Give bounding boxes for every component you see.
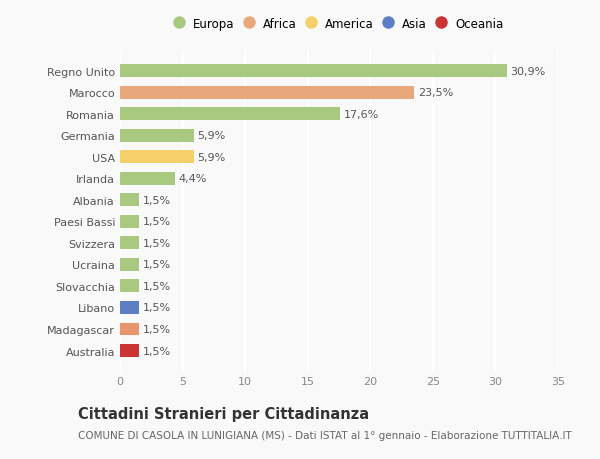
Bar — [120, 323, 139, 336]
Text: 1,5%: 1,5% — [143, 346, 170, 356]
Legend: Europa, Africa, America, Asia, Oceania: Europa, Africa, America, Asia, Oceania — [175, 18, 503, 31]
Bar — [120, 194, 139, 207]
Bar — [120, 108, 340, 121]
Bar — [120, 173, 175, 185]
Text: 17,6%: 17,6% — [344, 110, 379, 119]
Bar — [120, 344, 139, 357]
Bar — [120, 151, 194, 164]
Text: 1,5%: 1,5% — [143, 303, 170, 313]
Text: 1,5%: 1,5% — [143, 217, 170, 227]
Text: 1,5%: 1,5% — [143, 238, 170, 248]
Text: 23,5%: 23,5% — [418, 88, 453, 98]
Text: COMUNE DI CASOLA IN LUNIGIANA (MS) - Dati ISTAT al 1° gennaio - Elaborazione TUT: COMUNE DI CASOLA IN LUNIGIANA (MS) - Dat… — [78, 431, 572, 440]
Bar — [120, 280, 139, 293]
Text: 1,5%: 1,5% — [143, 281, 170, 291]
Bar — [120, 129, 194, 142]
Bar — [120, 258, 139, 271]
Text: 1,5%: 1,5% — [143, 324, 170, 334]
Text: 5,9%: 5,9% — [197, 131, 226, 141]
Text: 1,5%: 1,5% — [143, 260, 170, 270]
Text: 1,5%: 1,5% — [143, 196, 170, 205]
Bar — [120, 215, 139, 228]
Bar — [120, 302, 139, 314]
Text: Cittadini Stranieri per Cittadinanza: Cittadini Stranieri per Cittadinanza — [78, 406, 369, 421]
Bar — [120, 87, 414, 100]
Text: 5,9%: 5,9% — [197, 152, 226, 162]
Text: 30,9%: 30,9% — [511, 67, 545, 77]
Bar — [120, 65, 506, 78]
Bar — [120, 237, 139, 250]
Text: 4,4%: 4,4% — [179, 174, 207, 184]
